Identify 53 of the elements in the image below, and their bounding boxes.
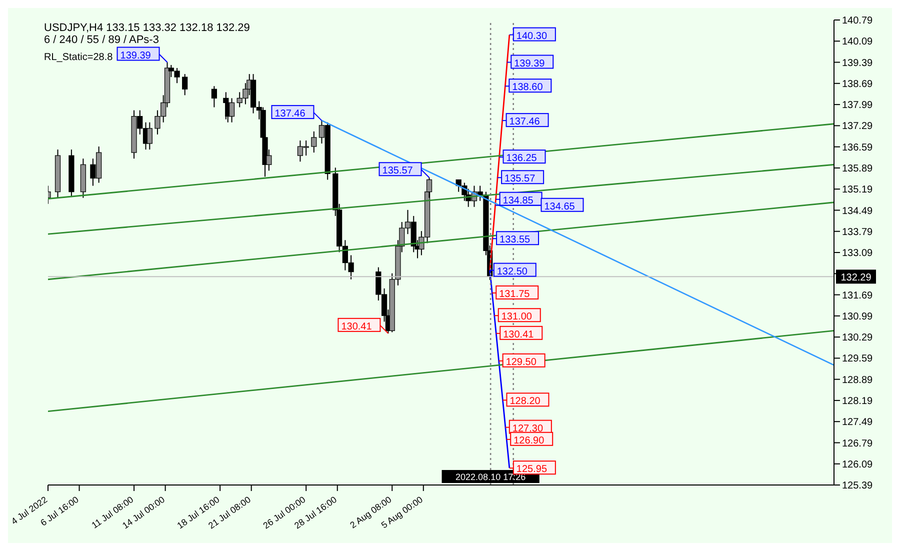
y-tick-label: 128.19 — [842, 396, 874, 408]
y-tick-label: 126.79 — [842, 438, 874, 450]
annotation: 134.65 — [544, 201, 576, 212]
annotation: 133.55 — [500, 234, 531, 246]
y-tick-label: 131.69 — [842, 290, 874, 302]
annotation: 132.50 — [496, 266, 528, 278]
y-tick-label: 140.09 — [842, 36, 874, 48]
annotation: 130.41 — [503, 329, 534, 340]
annotation: 127.30 — [512, 423, 544, 434]
y-tick-label: 128.89 — [842, 374, 874, 386]
y-tick-label: 130.29 — [842, 332, 874, 344]
annotation: 135.57 — [382, 166, 414, 177]
y-tick-label: 133.79 — [842, 226, 874, 238]
annotation: RL_Static=28.8 — [44, 52, 113, 63]
annotation: 135.57 — [504, 174, 536, 185]
annotation: 128.20 — [510, 396, 541, 408]
y-tick-label: 136.59 — [842, 142, 874, 154]
y-tick-label: 135.89 — [842, 164, 874, 175]
candlestick — [228, 98, 235, 123]
annotation: 137.46 — [509, 116, 540, 128]
y-tick-label: 137.99 — [842, 100, 874, 112]
chart-title: USDJPY,H4 133.15 133.32 132.18 132.29 — [44, 22, 250, 34]
annotation: 126.90 — [514, 435, 545, 446]
y-tick-label: 125.39 — [842, 480, 874, 492]
y-tick-label: 139.39 — [842, 58, 874, 69]
y-tick-label: 130.99 — [842, 311, 874, 322]
y-tick-label: 135.19 — [842, 184, 874, 196]
y-tick-label: 137.29 — [842, 121, 874, 132]
annotation: 134.85 — [502, 195, 534, 206]
y-tick-label: 126.09 — [842, 459, 874, 470]
y-tick-label: 138.69 — [842, 78, 874, 90]
y-tick-label: 133.09 — [842, 248, 874, 260]
y-tick-label: 127.49 — [842, 417, 874, 428]
y-tick-label: 129.59 — [842, 354, 874, 365]
annotation: 137.46 — [274, 108, 306, 120]
annotation: 140.30 — [516, 30, 548, 42]
annotation: 131.00 — [501, 312, 532, 323]
annotation: 131.75 — [499, 288, 530, 300]
annotation: 129.50 — [506, 356, 537, 368]
annotation: 125.95 — [516, 464, 548, 476]
annotation: 130.41 — [341, 321, 372, 332]
candlestick — [146, 122, 152, 150]
candlestick — [182, 74, 188, 96]
candlestick — [211, 86, 217, 108]
y-tick-label: 140.79 — [842, 16, 874, 27]
annotation: 136.25 — [506, 153, 538, 164]
y-tick-label: 134.49 — [842, 206, 874, 217]
annotation: 139.39 — [514, 58, 546, 70]
ref-line-label: 132.29 — [840, 272, 872, 284]
annotation: 139.39 — [120, 50, 152, 62]
candlestick — [311, 130, 317, 154]
text: 6 / 240 / 55 / 89 / APs-3 — [44, 34, 160, 46]
annotation: 138.60 — [512, 82, 544, 94]
